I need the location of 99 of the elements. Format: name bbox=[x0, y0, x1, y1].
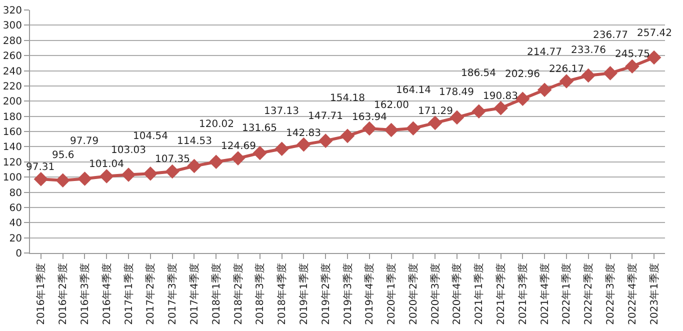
data-label: 104.54 bbox=[133, 131, 168, 142]
data-label: 103.03 bbox=[111, 145, 146, 156]
data-label: 164.14 bbox=[396, 85, 431, 96]
x-tick-label: 2019年3季度 bbox=[342, 263, 354, 325]
point bbox=[165, 164, 180, 179]
data-label: 131.65 bbox=[242, 123, 277, 134]
x-tick-label: 2018年3季度 bbox=[254, 263, 266, 325]
x-tick-label: 2020年4季度 bbox=[451, 263, 464, 325]
x-tick-label: 2018年1季度 bbox=[210, 263, 222, 325]
x-tick-label: 2021年2季度 bbox=[495, 263, 508, 325]
data-label: 97.31 bbox=[26, 162, 55, 173]
x-tick-label: 2022年2季度 bbox=[582, 263, 595, 325]
data-label: 190.83 bbox=[483, 91, 518, 102]
x-tick-label: 2023年1季度 bbox=[648, 263, 660, 325]
point bbox=[625, 59, 640, 74]
x-tick-label: 2018年4季度 bbox=[276, 263, 288, 325]
x-tick-label: 2020年3季度 bbox=[429, 263, 442, 325]
point bbox=[78, 172, 92, 186]
data-label: 120.02 bbox=[199, 119, 234, 130]
data-label: 147.71 bbox=[308, 111, 343, 122]
x-tick-label: 2019年1季度 bbox=[298, 263, 310, 325]
y-tick-label: 60 bbox=[9, 202, 22, 214]
point bbox=[537, 82, 552, 98]
data-label: 226.17 bbox=[549, 64, 584, 75]
x-tick-label: 2022年3季度 bbox=[604, 263, 617, 325]
x-tick-label: 2022年1季度 bbox=[560, 263, 573, 325]
point bbox=[296, 137, 311, 152]
y-tick-label: 260 bbox=[2, 51, 22, 62]
point bbox=[559, 74, 574, 88]
data-label: 95.6 bbox=[52, 150, 74, 161]
data-label: 97.79 bbox=[70, 136, 99, 147]
x-tick-label: 2020年2季度 bbox=[407, 263, 420, 325]
y-tick-label: 200 bbox=[2, 96, 22, 108]
data-label: 233.76 bbox=[571, 45, 606, 56]
data-label: 107.35 bbox=[155, 154, 190, 165]
data-label: 236.77 bbox=[593, 30, 628, 41]
x-tick-label: 2022年4季度 bbox=[626, 263, 638, 325]
x-tick-label: 2016年3季度 bbox=[78, 263, 91, 325]
y-tick-label: 140 bbox=[2, 142, 22, 154]
point bbox=[494, 100, 508, 116]
data-label: 101.04 bbox=[89, 159, 124, 170]
point bbox=[516, 92, 530, 106]
x-tick-label: 2017年3季度 bbox=[166, 263, 179, 325]
y-tick-label: 120 bbox=[2, 157, 22, 168]
point bbox=[208, 154, 224, 170]
y-tick-label: 180 bbox=[2, 112, 22, 123]
y-tick-label: 80 bbox=[9, 188, 22, 199]
data-label: 114.53 bbox=[177, 136, 212, 147]
data-label: 178.49 bbox=[439, 87, 474, 98]
data-label: 162.00 bbox=[374, 100, 409, 111]
data-label: 214.77 bbox=[527, 47, 562, 58]
x-tick-label: 2017年2季度 bbox=[144, 263, 157, 325]
data-label: 154.18 bbox=[330, 93, 365, 104]
y-tick-label: 0 bbox=[16, 248, 22, 260]
y-tick-label: 320 bbox=[2, 6, 22, 16]
x-tick-label: 2021年3季度 bbox=[516, 263, 529, 325]
x-tick-label: 2021年4季度 bbox=[538, 263, 551, 325]
point bbox=[472, 104, 486, 118]
x-tick-label: 2016年4季度 bbox=[100, 263, 113, 325]
y-tick-label: 40 bbox=[9, 218, 22, 230]
y-tick-label: 20 bbox=[9, 233, 22, 244]
x-tick-label: 2016年2季度 bbox=[57, 263, 70, 325]
data-label: 124.69 bbox=[221, 141, 256, 152]
x-tick-label: 2017年4季度 bbox=[188, 263, 200, 325]
point bbox=[362, 121, 377, 136]
point bbox=[121, 168, 136, 182]
y-tick-label: 280 bbox=[2, 36, 22, 47]
y-tick-label: 240 bbox=[2, 66, 22, 78]
x-tick-label: 2019年2季度 bbox=[320, 263, 332, 325]
x-tick-label: 2016年1季度 bbox=[35, 263, 48, 325]
point bbox=[406, 121, 420, 136]
point bbox=[581, 68, 596, 83]
data-label: 257.42 bbox=[637, 28, 672, 39]
point bbox=[428, 116, 442, 130]
y-tick-label: 100 bbox=[2, 172, 22, 184]
point bbox=[34, 172, 48, 186]
point bbox=[603, 66, 618, 80]
data-label: 171.29 bbox=[418, 106, 453, 117]
y-tick-label: 220 bbox=[2, 81, 22, 92]
data-label: 245.75 bbox=[615, 49, 650, 60]
data-label: 186.54 bbox=[461, 68, 496, 79]
point bbox=[56, 173, 70, 188]
data-label: 163.94 bbox=[352, 112, 387, 123]
point bbox=[99, 169, 114, 184]
point bbox=[230, 151, 246, 166]
y-tick-label: 160 bbox=[2, 127, 22, 138]
point bbox=[143, 166, 158, 181]
point bbox=[384, 122, 398, 138]
x-tick-label: 2019年4季度 bbox=[364, 263, 376, 325]
data-label: 137.13 bbox=[264, 106, 299, 117]
x-tick-label: 2020年1季度 bbox=[386, 263, 398, 325]
x-tick-label: 2017年1季度 bbox=[122, 263, 135, 325]
point bbox=[274, 142, 289, 156]
y-tick-label: 300 bbox=[2, 20, 22, 32]
x-tick-label: 2021年1季度 bbox=[473, 263, 486, 325]
point bbox=[340, 128, 355, 144]
data-label: 202.96 bbox=[505, 69, 540, 80]
x-tick-label: 2018年2季度 bbox=[232, 263, 244, 325]
data-label: 142.83 bbox=[286, 128, 321, 139]
